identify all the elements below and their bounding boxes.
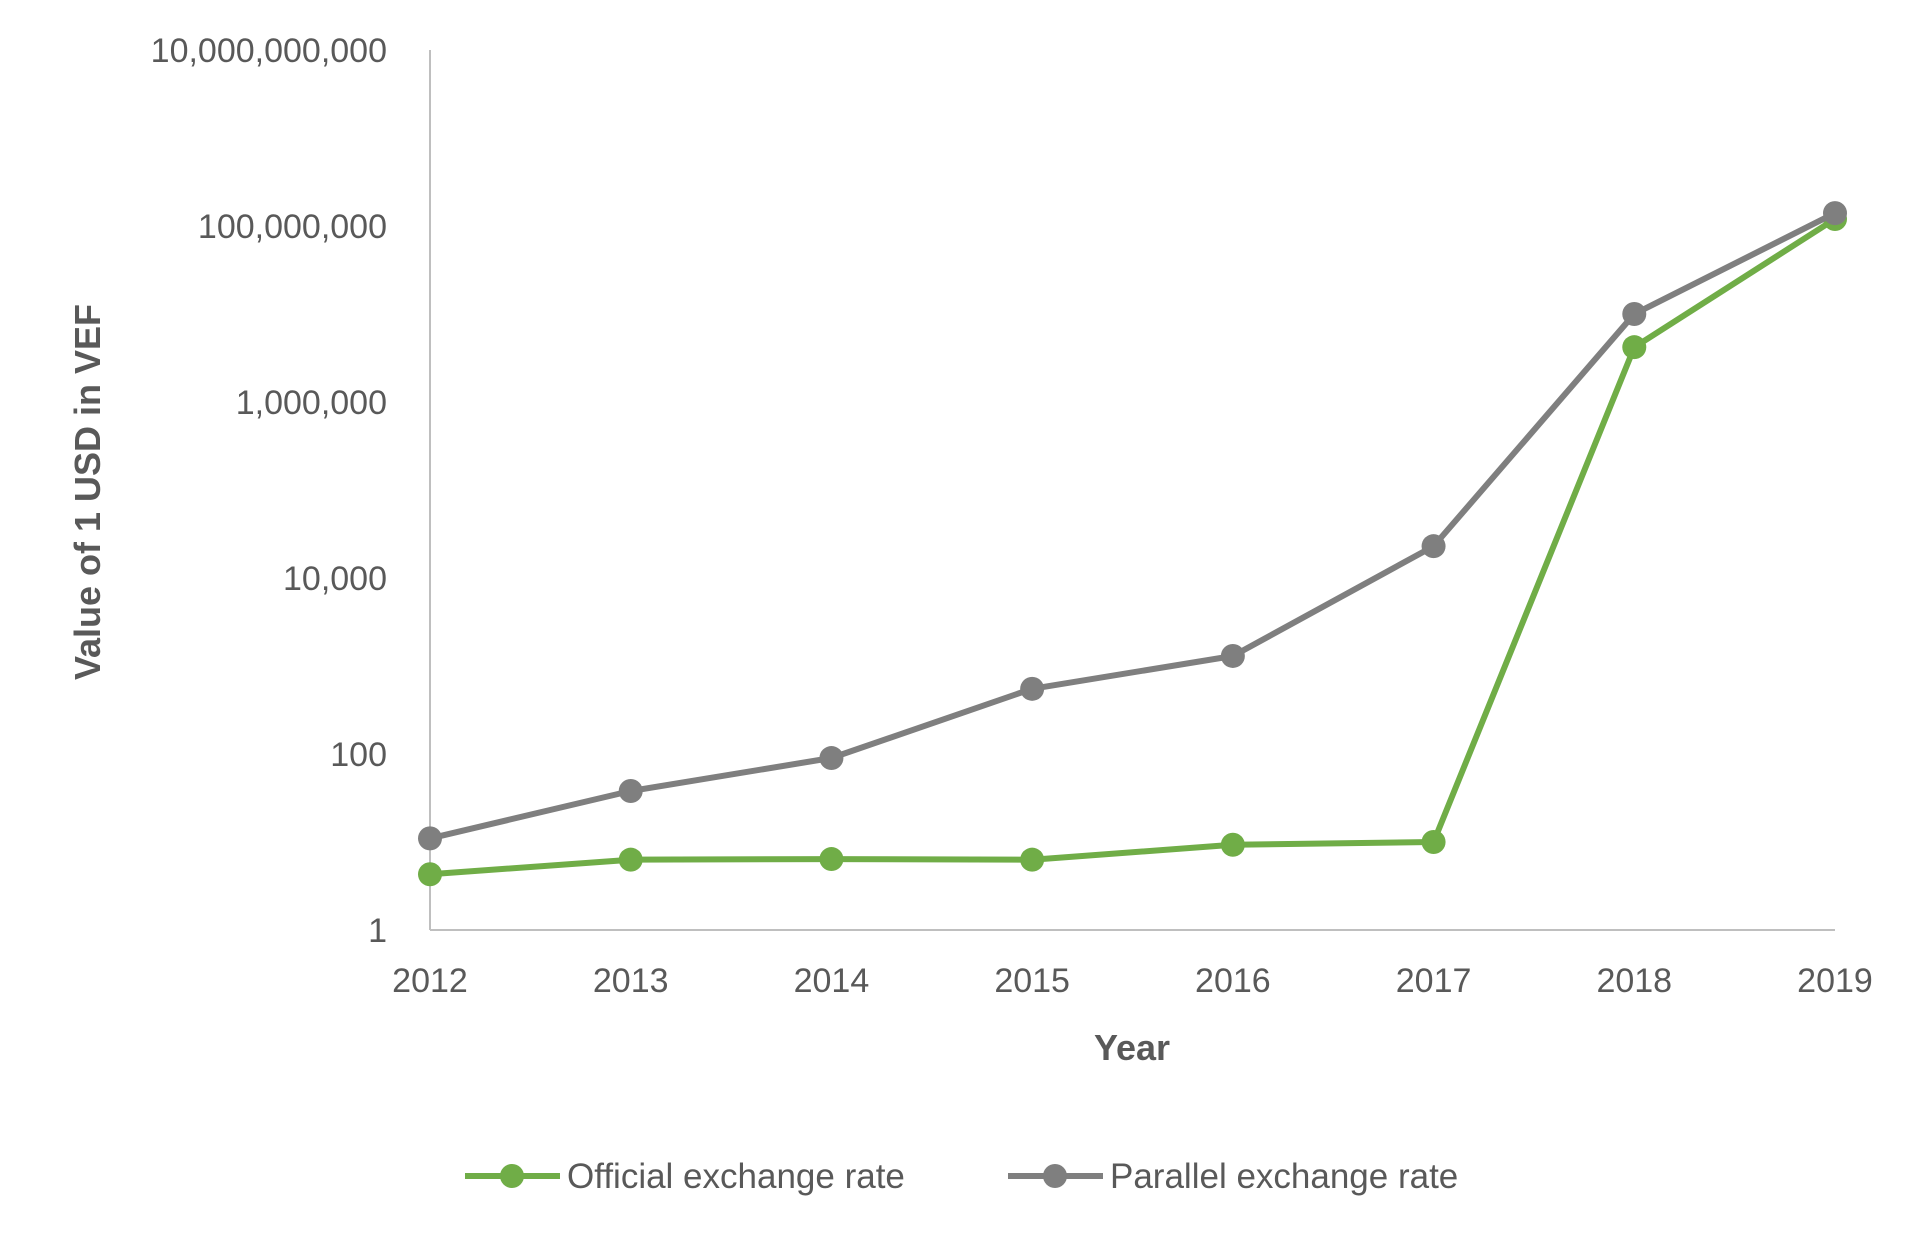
data-point: [618, 778, 643, 803]
x-tick-label: 2016: [1195, 962, 1271, 1000]
y-tick-label: 10,000,000,000: [151, 32, 387, 70]
legend: Official exchange rate Parallel exchange …: [465, 1157, 1458, 1196]
x-tick-label: 2019: [1797, 962, 1873, 1000]
data-point: [1020, 676, 1045, 701]
y-tick-label: 100,000,000: [198, 208, 387, 246]
x-tick-label: 2014: [794, 962, 870, 1000]
data-point: [418, 862, 442, 887]
axes: [429, 50, 1835, 931]
y-tick-label: 1,000,000: [236, 384, 387, 422]
data-point: [1421, 534, 1446, 559]
legend-label: Official exchange rate: [567, 1157, 905, 1196]
x-tick-label: 2015: [994, 962, 1070, 1000]
series-line: [427, 216, 1838, 878]
x-tick-label: 2013: [593, 962, 669, 1000]
x-tick-label: 2017: [1396, 962, 1472, 1000]
legend-label: Parallel exchange rate: [1110, 1157, 1458, 1196]
legend-marker: [500, 1164, 524, 1188]
x-tick-label: 2018: [1596, 962, 1672, 1000]
data-point: [1421, 830, 1446, 854]
series-line: [427, 210, 1838, 842]
legend-item: Parallel exchange rate: [1008, 1157, 1458, 1196]
y-tick-label: 100: [330, 736, 387, 774]
x-tick-labels: 2012 2013 2014 2015 2016 2017 2018 2019: [392, 962, 1873, 1000]
y-tick-labels: 1 100 10,000 1,000,000 100,000,000 10,000,000…: [151, 32, 387, 950]
data-point: [819, 847, 844, 872]
data-point: [1220, 832, 1245, 857]
data-point: [1823, 201, 1847, 226]
x-axis-title: Year: [1094, 1027, 1170, 1068]
data-point: [1020, 847, 1045, 872]
series-lines: [418, 201, 1847, 887]
series-parallel: [418, 201, 1847, 851]
data-point: [1622, 335, 1647, 360]
x-tick-label: 2012: [392, 962, 468, 1000]
legend-item: Official exchange rate: [465, 1157, 905, 1196]
y-tick-label: 10,000: [283, 560, 387, 598]
data-point: [618, 847, 643, 872]
y-tick-label: 1: [368, 912, 387, 950]
data-point: [819, 746, 844, 771]
data-point: [418, 826, 442, 851]
y-axis-title: Value of 1 USD in VEF: [67, 304, 108, 680]
data-point: [1622, 302, 1647, 326]
series-official: [418, 207, 1847, 887]
data-point: [1220, 643, 1245, 668]
legend-marker: [1043, 1164, 1067, 1188]
